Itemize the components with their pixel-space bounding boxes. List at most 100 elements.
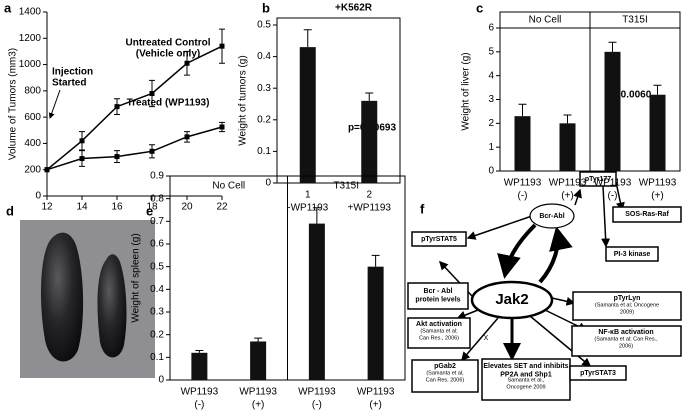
error-bar <box>608 41 617 52</box>
error-bar <box>195 350 204 353</box>
node-label: (Samanta et al; Can Res., <box>594 336 658 342</box>
node-label: pTyrSTAT5 <box>421 236 457 243</box>
x-tick-label: 22 <box>216 202 228 213</box>
annotation: p=0.0060 <box>609 90 652 101</box>
annotation: Injection <box>52 67 93 78</box>
y-tick-label: 0.1 <box>257 146 271 157</box>
plot-frame <box>276 17 401 184</box>
x-tick-sublabel: (+) <box>561 191 574 202</box>
y-tick-label: 0.5 <box>257 20 271 31</box>
node-label: 2006) <box>619 343 633 349</box>
y-axis-label: Weight of liver (g) <box>461 52 472 130</box>
panel-label: f <box>420 201 425 216</box>
annotation: Started <box>52 78 86 89</box>
y-tick-label: 0.3 <box>257 83 271 94</box>
bar <box>250 341 267 380</box>
bar <box>649 94 666 171</box>
x-tick-sublabel: (+) <box>369 400 382 411</box>
node-label: PP2A and Shp1 <box>500 371 552 378</box>
x-tick-label: WP1193 <box>549 178 587 189</box>
error-bar <box>254 337 263 342</box>
error-bar <box>518 103 527 117</box>
point <box>219 124 225 130</box>
x-tick-sublabel: (+) <box>252 400 265 411</box>
node-label: Elevates SET and inhibits <box>483 363 568 370</box>
point <box>44 167 50 173</box>
y-tick-label: 4 <box>488 70 494 81</box>
series-line <box>46 126 223 171</box>
point <box>79 138 85 144</box>
node-label: pGab2 <box>434 363 456 370</box>
block-mark: X <box>484 335 489 342</box>
annotation-arrow <box>48 89 61 119</box>
node-label: protein levels <box>415 296 460 303</box>
node-label: pTyrSTAT3 <box>580 370 616 377</box>
y-tick-label: 1400 <box>19 7 42 18</box>
x-tick-sublabel: -WP1193 <box>287 203 328 214</box>
x-tick-sublabel: (+) <box>651 191 664 202</box>
point <box>184 60 190 66</box>
x-tick-sublabel: (-) <box>312 400 322 411</box>
error-bar <box>371 254 380 267</box>
y-tick-label: 800 <box>24 85 41 96</box>
y-tick-label: 0.5 <box>150 261 164 272</box>
chart-title: +K562R <box>335 3 373 14</box>
bar <box>299 47 316 184</box>
y-tick-label: 0.8 <box>150 193 164 204</box>
y-tick-label: 0 <box>158 375 164 386</box>
x-tick-label: WP1193 <box>504 178 542 189</box>
y-tick-label: 0 <box>488 166 494 177</box>
x-tick-label: 2 <box>366 190 372 201</box>
node-label: Oncogene 2009 <box>506 384 545 390</box>
series-label: Untreated Control <box>126 38 211 49</box>
bar <box>367 266 384 380</box>
y-tick-label: 0.1 <box>150 352 164 363</box>
y-tick-label: 0.2 <box>257 114 271 125</box>
y-tick-label: 0.7 <box>150 216 164 227</box>
series-label: Treated (WP1193) <box>127 98 210 109</box>
error-bar <box>312 207 321 224</box>
y-axis-label: Weight of tumors (g) <box>238 55 249 145</box>
node-label: Can Res., 2006) <box>419 335 459 341</box>
y-tick-label: 0.2 <box>150 329 164 340</box>
node-label: (Samanta et al; <box>420 328 458 334</box>
node-label: (Samanta et al, <box>426 370 464 376</box>
x-tick-label: WP1193 <box>298 387 336 398</box>
organ <box>97 254 127 358</box>
error-bar <box>563 114 572 124</box>
point <box>114 104 120 110</box>
y-tick-label: 2 <box>488 118 494 129</box>
series-label-cont: (Vehicle only) <box>136 49 200 60</box>
y-tick-label: 0.3 <box>150 307 164 318</box>
node-label: pTyrLyn <box>614 295 641 302</box>
error-bar <box>365 92 374 101</box>
node-label: Can Res. 2006) <box>426 377 465 383</box>
node-label: 2009) <box>620 309 634 315</box>
node-label: Samanta et al., <box>508 377 545 383</box>
y-axis-label: Volume of Tumors (mm3) <box>8 48 19 160</box>
x-tick-label: WP1193 <box>239 387 277 398</box>
panel-label: d <box>6 203 14 218</box>
y-axis-label: Weight of spleen (g) <box>131 233 142 322</box>
x-tick-sublabel: +WP1193 <box>348 203 392 214</box>
node-label: Akt activation <box>416 321 462 328</box>
node-label: Bcr - Abl <box>424 288 453 295</box>
group-label: T315I <box>333 181 359 192</box>
x-tick-label: WP1193 <box>594 178 632 189</box>
x-tick-label: 20 <box>181 202 193 213</box>
node-label: (Samanta et al; Oncogene <box>595 302 659 308</box>
x-tick-sublabel: (-) <box>518 191 528 202</box>
x-tick-label: WP1193 <box>639 178 677 189</box>
x-tick-label: 1 <box>305 190 311 201</box>
node-label: PI-3 kinase <box>614 251 651 258</box>
bar <box>308 223 325 380</box>
bar <box>361 100 378 183</box>
group-label: T315I <box>622 15 648 26</box>
node-label: Jak2 <box>495 291 528 308</box>
node-label: pTyr177 <box>585 176 611 183</box>
panel-label: b <box>262 0 270 15</box>
y-tick-label: 0.9 <box>150 171 164 182</box>
y-tick-label: 6 <box>488 23 494 34</box>
point <box>219 43 225 49</box>
